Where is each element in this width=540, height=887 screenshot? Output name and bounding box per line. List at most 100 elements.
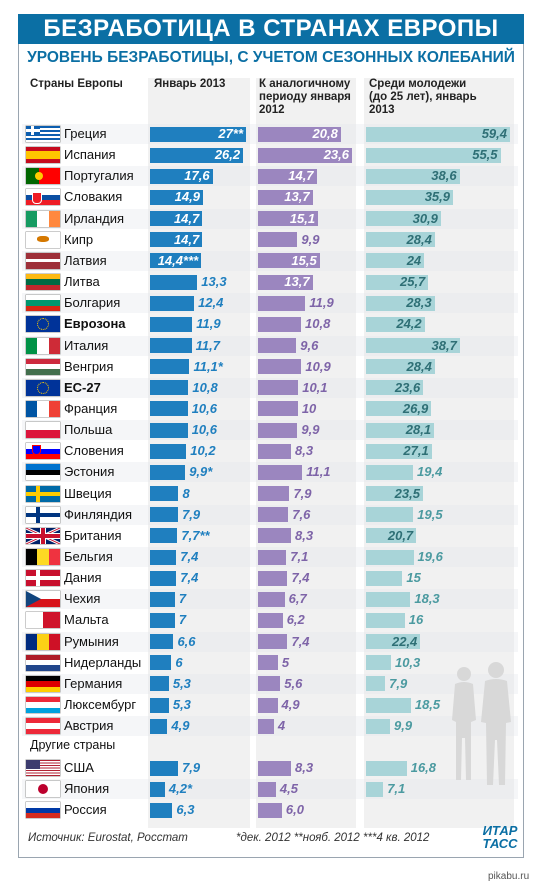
bar-jan (150, 380, 189, 396)
flag-latvia-icon (26, 252, 60, 269)
bar-youth (366, 316, 425, 332)
bar-prev (258, 507, 289, 523)
value-label-prev: 7,6 (292, 506, 311, 522)
value-label-prev: 8,3 (295, 760, 314, 775)
value-label-jan: 7,7** (181, 527, 210, 543)
flag-slovenia-icon (26, 443, 60, 460)
country-label: Дания (64, 570, 102, 586)
bar-jan (150, 295, 195, 311)
bar-prev (258, 274, 313, 290)
value-label-prev: 7,4 (291, 570, 310, 586)
bar-youth (366, 295, 435, 311)
value-label-prev: 7,4 (291, 633, 310, 649)
bar-jan (150, 147, 244, 163)
bar-youth (366, 443, 432, 459)
value-label-jan: 12,4 (198, 295, 224, 311)
bar-prev (258, 781, 276, 797)
flag-netherlands-icon (26, 654, 60, 671)
flag-uk-icon (26, 527, 60, 544)
bar-jan (150, 316, 193, 332)
value-label-youth: 30,9 (412, 210, 438, 226)
value-label-youth: 26,9 (402, 400, 429, 416)
bar-youth (366, 422, 435, 438)
bar-jan (150, 189, 203, 205)
value-label-jan: 7 (178, 612, 187, 628)
bar-prev (258, 147, 352, 163)
bar-prev (258, 253, 320, 269)
value-label-youth: 59,4 (481, 126, 507, 141)
flag-germany-icon (26, 675, 60, 692)
value-label-jan: 8 (182, 485, 190, 501)
value-label-jan: 7,9 (182, 760, 201, 775)
bar-youth (366, 147, 501, 163)
bar-jan (150, 697, 169, 713)
flag-luxembourg-icon (26, 697, 60, 714)
bar-prev (258, 718, 274, 734)
value-label-jan: 11,7 (195, 337, 220, 353)
value-label-youth: 15 (406, 570, 421, 586)
value-label-jan: 7,9 (182, 506, 201, 522)
flag-greece-icon (26, 126, 60, 142)
value-label-jan: 17,6 (184, 168, 210, 184)
bar-jan (150, 253, 202, 269)
country-label: Болгария (64, 295, 121, 311)
bar-prev (258, 443, 292, 459)
bar-youth (366, 570, 403, 586)
country-label: Финляндия (64, 506, 133, 522)
bar-prev (258, 528, 292, 544)
bar-prev (258, 486, 290, 502)
value-label-youth: 19,4 (417, 464, 443, 480)
bar-jan (150, 443, 187, 459)
value-label-prev: 4 (277, 718, 286, 734)
bar-prev (258, 570, 288, 586)
source-note: Источник: Eurostat, Росстат (28, 832, 188, 844)
value-label-prev: 10,8 (305, 316, 331, 332)
header-country: Страны Европы (30, 78, 123, 90)
bar-youth (366, 486, 423, 502)
value-label-youth: 9,9 (394, 718, 413, 734)
flag-portugal-icon (26, 168, 60, 185)
value-label-prev: 10,1 (302, 379, 328, 395)
value-label-jan: 4,2* (168, 781, 193, 797)
bar-prev (258, 295, 306, 311)
value-label-jan: 7,4 (180, 570, 199, 586)
flag-belgium-icon (26, 549, 60, 565)
value-label-prev: 13,7 (284, 274, 310, 290)
flag-italy-icon (26, 337, 60, 354)
country-label: Литва (64, 274, 100, 290)
bar-youth (366, 697, 411, 713)
bar-youth (366, 168, 460, 184)
bar-jan (150, 718, 168, 734)
bar-prev (258, 591, 285, 607)
value-label-prev: 10 (301, 400, 317, 416)
value-label-youth: 23,5 (394, 485, 420, 501)
bar-youth (366, 781, 384, 797)
value-label-youth: 23,6 (394, 379, 421, 395)
value-label-jan: 14,7 (173, 210, 200, 226)
value-label-jan: 6,6 (177, 633, 196, 649)
bar-prev (258, 422, 298, 438)
bar-jan (150, 338, 192, 353)
flag-slovakia-icon (26, 189, 60, 206)
bar-prev (258, 189, 313, 205)
country-label: Франция (64, 400, 118, 416)
bar-prev (258, 126, 341, 142)
flag-eu-icon (26, 316, 60, 333)
value-label-jan: 10,6 (191, 400, 217, 416)
value-label-youth: 28,1 (405, 422, 432, 438)
value-label-jan: 10,8 (192, 379, 218, 395)
value-label-jan: 4,9 (171, 718, 190, 734)
bar-prev (258, 697, 278, 713)
value-label-jan: 14,9 (174, 189, 200, 205)
flag-estonia-icon (26, 464, 60, 481)
value-label-prev: 8,3 (295, 443, 314, 459)
value-label-youth: 24 (406, 252, 422, 268)
bar-jan (150, 591, 175, 607)
bar-jan (150, 486, 179, 502)
value-label-youth: 28,3 (406, 295, 432, 311)
bar-jan (150, 612, 175, 628)
bar-jan (150, 422, 188, 438)
flag-lithuania-icon (26, 274, 60, 291)
bar-jan (150, 464, 186, 480)
value-label-youth: 16 (408, 612, 424, 628)
